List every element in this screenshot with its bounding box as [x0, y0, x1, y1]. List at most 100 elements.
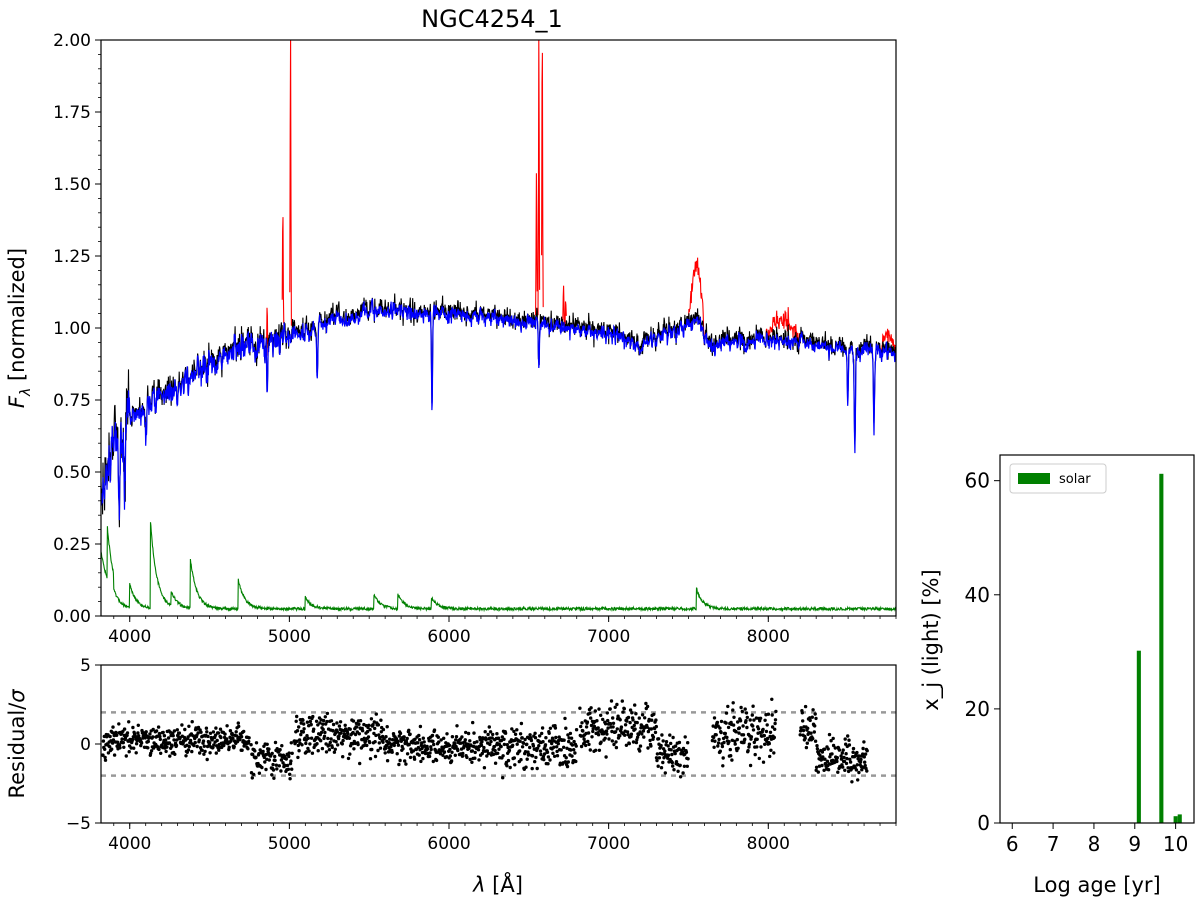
- residual-point: [865, 749, 869, 753]
- residual-point: [455, 724, 459, 728]
- age-distribution-plot-area: [1136, 473, 1182, 823]
- residual-point: [381, 740, 385, 744]
- residual-point: [323, 730, 327, 735]
- residual-point: [428, 751, 432, 755]
- residual-point: [287, 751, 291, 755]
- residual-point: [607, 737, 611, 741]
- residual-point: [299, 732, 303, 737]
- residual-point: [315, 742, 319, 746]
- residual-point: [164, 749, 168, 754]
- residual-point: [297, 738, 302, 742]
- residual-point: [110, 741, 115, 745]
- residual-point: [519, 758, 523, 762]
- residual-point: [162, 734, 167, 738]
- residual-point: [520, 736, 524, 740]
- residual-point: [330, 745, 334, 750]
- residual-point: [630, 711, 634, 715]
- residual-point: [540, 726, 545, 730]
- residual-point: [475, 740, 479, 744]
- residual-point: [737, 726, 742, 730]
- residual-point: [277, 764, 281, 768]
- age-bar: [1173, 816, 1178, 823]
- residual-point: [656, 764, 660, 768]
- residual-point: [638, 744, 643, 748]
- residual-point: [187, 744, 191, 749]
- residual-point: [724, 711, 729, 715]
- residual-point: [383, 751, 387, 755]
- residual-point: [765, 723, 769, 727]
- residual-point: [672, 768, 676, 772]
- residual-point: [288, 777, 292, 781]
- residual-point: [308, 719, 313, 724]
- residual-point: [529, 738, 534, 743]
- residual-point: [645, 725, 649, 729]
- residual-point: [800, 711, 804, 715]
- residual-point: [584, 725, 589, 729]
- residual-point: [154, 729, 159, 733]
- residual-point: [845, 756, 849, 761]
- residual-point: [223, 732, 227, 736]
- residual-point: [545, 750, 550, 754]
- residual-point: [508, 765, 512, 770]
- residual-point: [285, 763, 290, 768]
- residual-point: [721, 764, 725, 768]
- residual-point: [254, 741, 259, 745]
- residual-point: [730, 758, 734, 762]
- residual-point: [538, 749, 543, 753]
- residual-point: [835, 756, 839, 760]
- residual-point: [488, 730, 493, 734]
- residual-point: [840, 751, 844, 755]
- residual-point: [566, 760, 570, 764]
- spectrum-y-ticks: 0.00 0.25 0.50 0.75 1.00 1.25 1.50 1.75 2.00: [53, 31, 101, 627]
- residual-point: [539, 752, 543, 757]
- residual-point: [139, 743, 143, 748]
- residual-point: [101, 739, 106, 743]
- residual-point: [357, 732, 361, 736]
- error-spectrum-line: [101, 522, 896, 613]
- spectrum-panel: 4000 5000 6000 7000 8000 0.00 0.25 0.50 0.75 1.0…: [5, 31, 897, 647]
- residual-point: [635, 735, 640, 739]
- residual-point: [373, 754, 378, 759]
- residual-point: [530, 766, 534, 771]
- spectrum-y-tick-label: 1.75: [53, 103, 91, 123]
- residual-point: [419, 759, 423, 764]
- residual-point: [496, 751, 500, 755]
- residual-point: [745, 725, 749, 730]
- residual-point: [811, 708, 815, 712]
- residual-point: [603, 736, 607, 740]
- residual-point: [198, 751, 202, 755]
- residual-point: [527, 752, 531, 757]
- residual-point: [584, 743, 588, 748]
- residual-point: [225, 737, 229, 741]
- residual-point: [559, 748, 563, 752]
- residual-point: [337, 734, 341, 738]
- residual-point: [616, 714, 620, 718]
- residual-point: [453, 742, 457, 746]
- residual-point: [356, 742, 360, 747]
- residual-point: [232, 744, 236, 749]
- residual-point: [369, 717, 374, 721]
- residual-point: [454, 744, 458, 749]
- residual-point: [552, 754, 557, 758]
- residual-point: [574, 759, 578, 764]
- residual-point: [622, 707, 626, 711]
- residual-point: [130, 737, 135, 742]
- residual-point: [564, 756, 568, 760]
- residual-point: [566, 733, 570, 737]
- residual-point: [563, 760, 568, 764]
- residual-point: [542, 752, 547, 756]
- residual-point: [263, 760, 267, 764]
- residual-point: [346, 756, 351, 761]
- residual-point: [844, 761, 849, 766]
- residual-point: [479, 743, 484, 747]
- residual-point: [112, 753, 117, 757]
- residual-point: [768, 730, 773, 734]
- residual-point: [738, 719, 743, 723]
- residual-point: [565, 764, 570, 769]
- residual-label-sigma: σ: [5, 689, 29, 703]
- residual-point: [624, 743, 629, 747]
- residual-point: [555, 754, 560, 758]
- residual-point: [677, 747, 681, 751]
- residual-point: [390, 738, 395, 742]
- y-label-main: F: [5, 395, 29, 408]
